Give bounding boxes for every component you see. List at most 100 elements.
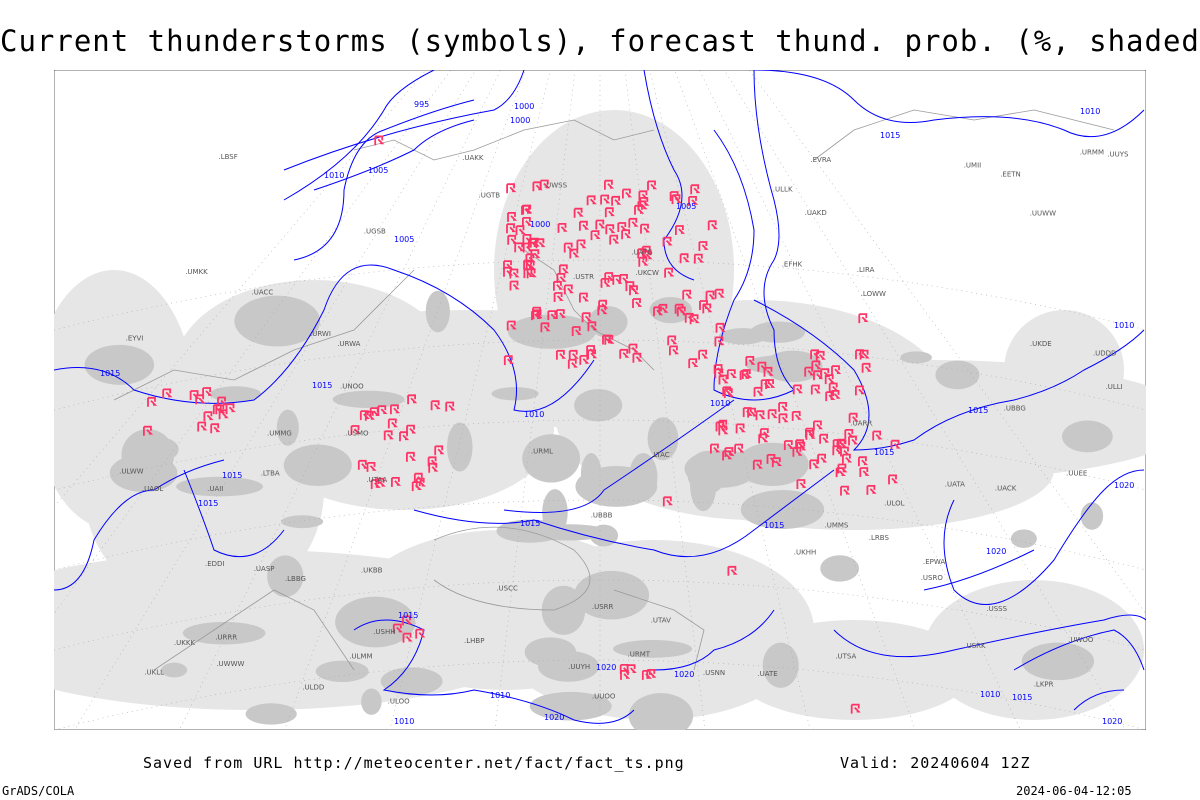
thunderstorm-glyph: [679, 253, 690, 264]
thunderstorm-icon: [427, 456, 438, 467]
thunderstorm-icon: [792, 384, 803, 395]
thunderstorm-glyph: [600, 277, 611, 288]
thunderstorm-icon: [859, 349, 870, 360]
thunderstorm-glyph: [507, 234, 518, 245]
shading-area: [335, 596, 416, 648]
thunderstorm-icon: [872, 430, 883, 441]
isobar-label: 1000: [530, 220, 550, 229]
station-label: .LTBA: [261, 470, 280, 478]
thunderstorm-glyph: [690, 184, 701, 195]
coastline: [813, 109, 1115, 161]
shading-area: [529, 691, 612, 721]
thunderstorm-glyph: [715, 322, 726, 333]
thunderstorm-icon: [702, 303, 713, 314]
thunderstorm-glyph: [642, 250, 653, 261]
thunderstorm-glyph: [430, 400, 441, 411]
thunderstorm-glyph: [573, 207, 584, 218]
shading-area: [628, 693, 694, 730]
thunderstorm-icon: [809, 459, 820, 470]
thunderstorm-icon: [604, 272, 615, 282]
thunderstorm-icon: [514, 242, 525, 253]
isobar-label: 1010: [1114, 321, 1134, 330]
thunderstorm-icon: [389, 404, 401, 415]
station-label: .USCC: [496, 584, 518, 592]
station-label: .UUWW: [1030, 210, 1056, 218]
thunderstorm-icon: [671, 194, 682, 205]
isobar-label: 1020: [1102, 717, 1122, 726]
thunderstorm-icon: [805, 429, 816, 440]
thunderstorm-glyph: [707, 220, 718, 231]
thunderstorm-glyph: [515, 225, 526, 236]
station-label: .UKKK: [174, 639, 196, 647]
station-label: .URML: [531, 447, 553, 455]
thunderstorm-glyph: [888, 474, 899, 485]
thunderstorm-glyph: [710, 443, 721, 454]
thunderstorm-glyph: [637, 200, 648, 211]
thunderstorm-glyph: [805, 429, 816, 440]
thunderstorm-icon: [402, 632, 413, 643]
isobar-line: [753, 70, 1145, 138]
thunderstorm-icon: [755, 410, 766, 421]
thunderstorm-glyph: [771, 457, 782, 468]
thunderstorm-icon: [350, 425, 361, 435]
thunderstorm-icon: [726, 369, 737, 380]
thunderstorm-icon: [604, 334, 615, 345]
coastline: [433, 526, 591, 611]
isobar-line: [1013, 629, 1145, 671]
isobar-label: 1010: [1080, 107, 1100, 116]
station-label: .UAII: [207, 485, 223, 493]
thunderstorm-icon: [571, 326, 582, 336]
isobar-label: 1005: [676, 202, 696, 211]
thunderstorm-glyph: [571, 326, 582, 336]
shading-area: [613, 639, 693, 658]
thunderstorm-icon: [555, 349, 567, 360]
thunderstorm-icon: [392, 623, 403, 634]
thunderstorm-glyph: [842, 453, 853, 464]
isobar-label: 1020: [1114, 481, 1134, 490]
thunderstorm-icon: [714, 288, 725, 299]
thunderstorm-glyph: [547, 310, 558, 321]
thunderstorm-glyph: [364, 410, 375, 421]
shading-area: [740, 489, 825, 530]
station-label: .LIRA: [857, 266, 875, 274]
thunderstorm-icon: [742, 407, 753, 417]
meridian: [389, 70, 551, 730]
thunderstorm-icon: [195, 394, 206, 405]
thunderstorm-icon: [611, 195, 622, 206]
thunderstorm-icon: [632, 298, 643, 308]
thunderstorm-icon: [825, 391, 836, 402]
thunderstorm-glyph: [819, 433, 830, 444]
isobar-label: 1015: [874, 448, 894, 457]
thunderstorm-glyph: [689, 314, 700, 325]
thunderstorm-icon: [859, 467, 870, 477]
thunderstorm-icon: [722, 386, 733, 397]
thunderstorm-icon: [552, 280, 564, 291]
thunderstorm-icon: [600, 194, 611, 205]
thunderstorm-icon: [563, 284, 574, 295]
thunderstorm-icon: [669, 345, 680, 356]
lat-lon-grid: [54, 70, 1146, 730]
station-label: .EDDI: [205, 560, 225, 568]
station-label: .EYVI: [126, 335, 144, 343]
station-label: .LBSF: [219, 153, 238, 161]
thunderstorm-glyph: [555, 309, 566, 319]
station-label: .EVRA: [810, 156, 831, 164]
thunderstorm-icon: [745, 355, 756, 366]
station-label: .LKPR: [1034, 680, 1054, 688]
thunderstorm-icon: [698, 241, 709, 251]
isobar-line: [353, 619, 635, 724]
thunderstorm-icon: [831, 365, 842, 376]
isobar-line: [923, 549, 1035, 591]
shading-area: [254, 350, 554, 510]
generated-timestamp: 2024-06-04-12:05: [1016, 784, 1132, 798]
thunderstorm-icon: [819, 433, 830, 444]
shading-area: [267, 555, 304, 597]
thunderstorm-icon: [760, 379, 771, 390]
thunderstorm-icon: [215, 404, 226, 415]
thunderstorm-glyph: [568, 349, 579, 360]
thunderstorm-glyph: [755, 410, 766, 421]
thunderstorm-glyph: [195, 394, 206, 405]
thunderstorm-icon: [590, 230, 601, 241]
thunderstorm-glyph: [392, 623, 403, 634]
station-label: .USHH: [373, 628, 395, 636]
